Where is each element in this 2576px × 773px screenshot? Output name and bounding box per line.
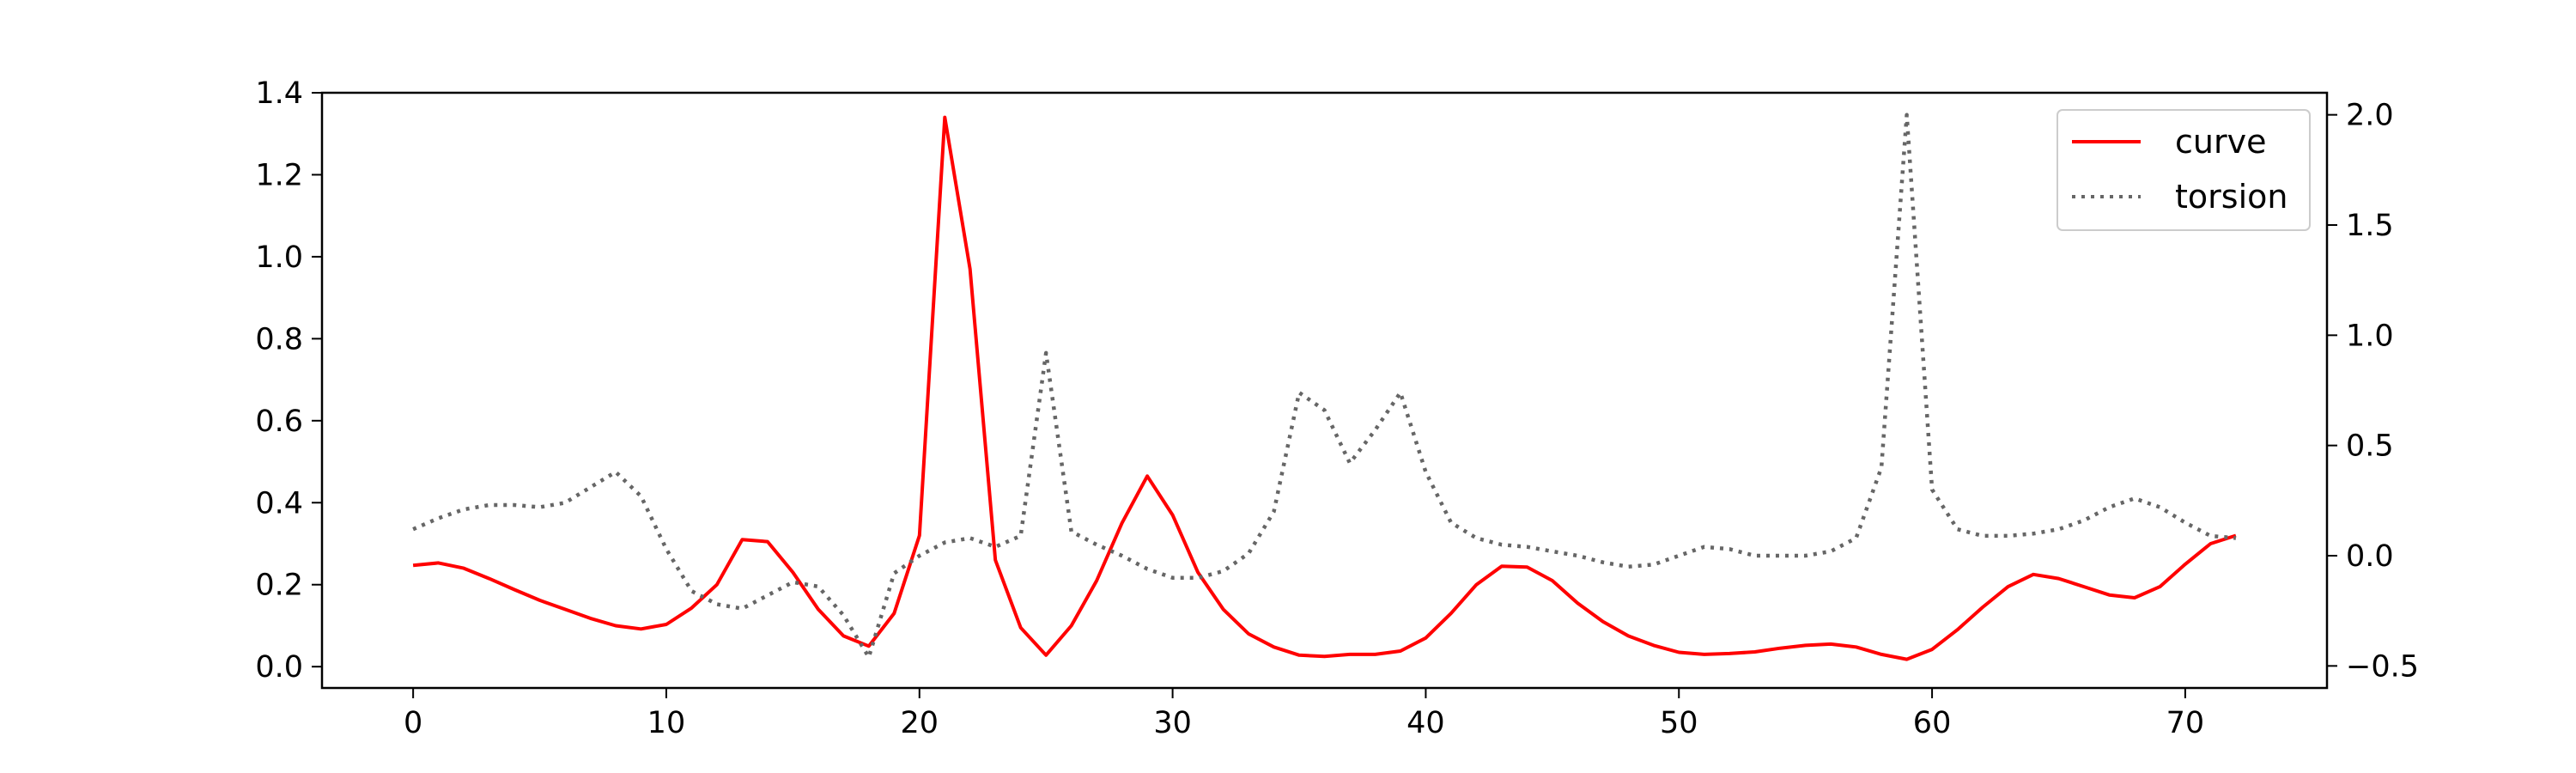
series-line-curve <box>412 115 2237 661</box>
y-left-tick-label: 1.4 <box>255 76 303 111</box>
y-right-tick-label: 1.0 <box>2346 319 2394 353</box>
x-tick-label: 60 <box>1913 706 1952 740</box>
x-tick-label: 70 <box>2166 706 2205 740</box>
series-line-torsion <box>412 113 2237 660</box>
y-left-tick-label: 0.8 <box>255 322 303 356</box>
y-right-tick-label: 2.0 <box>2346 99 2394 133</box>
y-left-tick-label: 1.2 <box>255 158 303 192</box>
x-tick-label: 30 <box>1153 706 1192 740</box>
y-right-tick-label: 0.0 <box>2346 539 2394 574</box>
axis-ticks: 0 10 20 30 40 50 60 70 0.0 0.2 0.4 0.6 0.8 1.0 1.2 1.4 −… <box>255 76 2419 740</box>
y-left-tick-label: 0.2 <box>255 569 303 603</box>
x-tick-label: 10 <box>647 706 686 740</box>
y-right-tick-label: 1.5 <box>2346 209 2394 243</box>
x-tick-label: 20 <box>901 706 939 740</box>
plot-frame <box>320 91 2329 690</box>
legend-label-curve: curve <box>2175 123 2266 161</box>
y-left-tick-label: 0.0 <box>255 650 303 685</box>
x-tick-label: 50 <box>1660 706 1698 740</box>
y-right-tick-label: 0.5 <box>2346 429 2394 464</box>
legend: curve torsion <box>2057 109 2311 231</box>
legend-label-torsion: torsion <box>2175 178 2287 216</box>
y-left-tick-label: 0.4 <box>255 486 303 520</box>
y-right-tick-label: −0.5 <box>2346 649 2419 684</box>
y-left-tick-label: 1.0 <box>255 240 303 275</box>
plot-marks <box>412 113 2237 661</box>
x-tick-label: 40 <box>1406 706 1445 740</box>
y-left-tick-label: 0.6 <box>255 405 303 439</box>
x-tick-label: 0 <box>404 706 422 740</box>
